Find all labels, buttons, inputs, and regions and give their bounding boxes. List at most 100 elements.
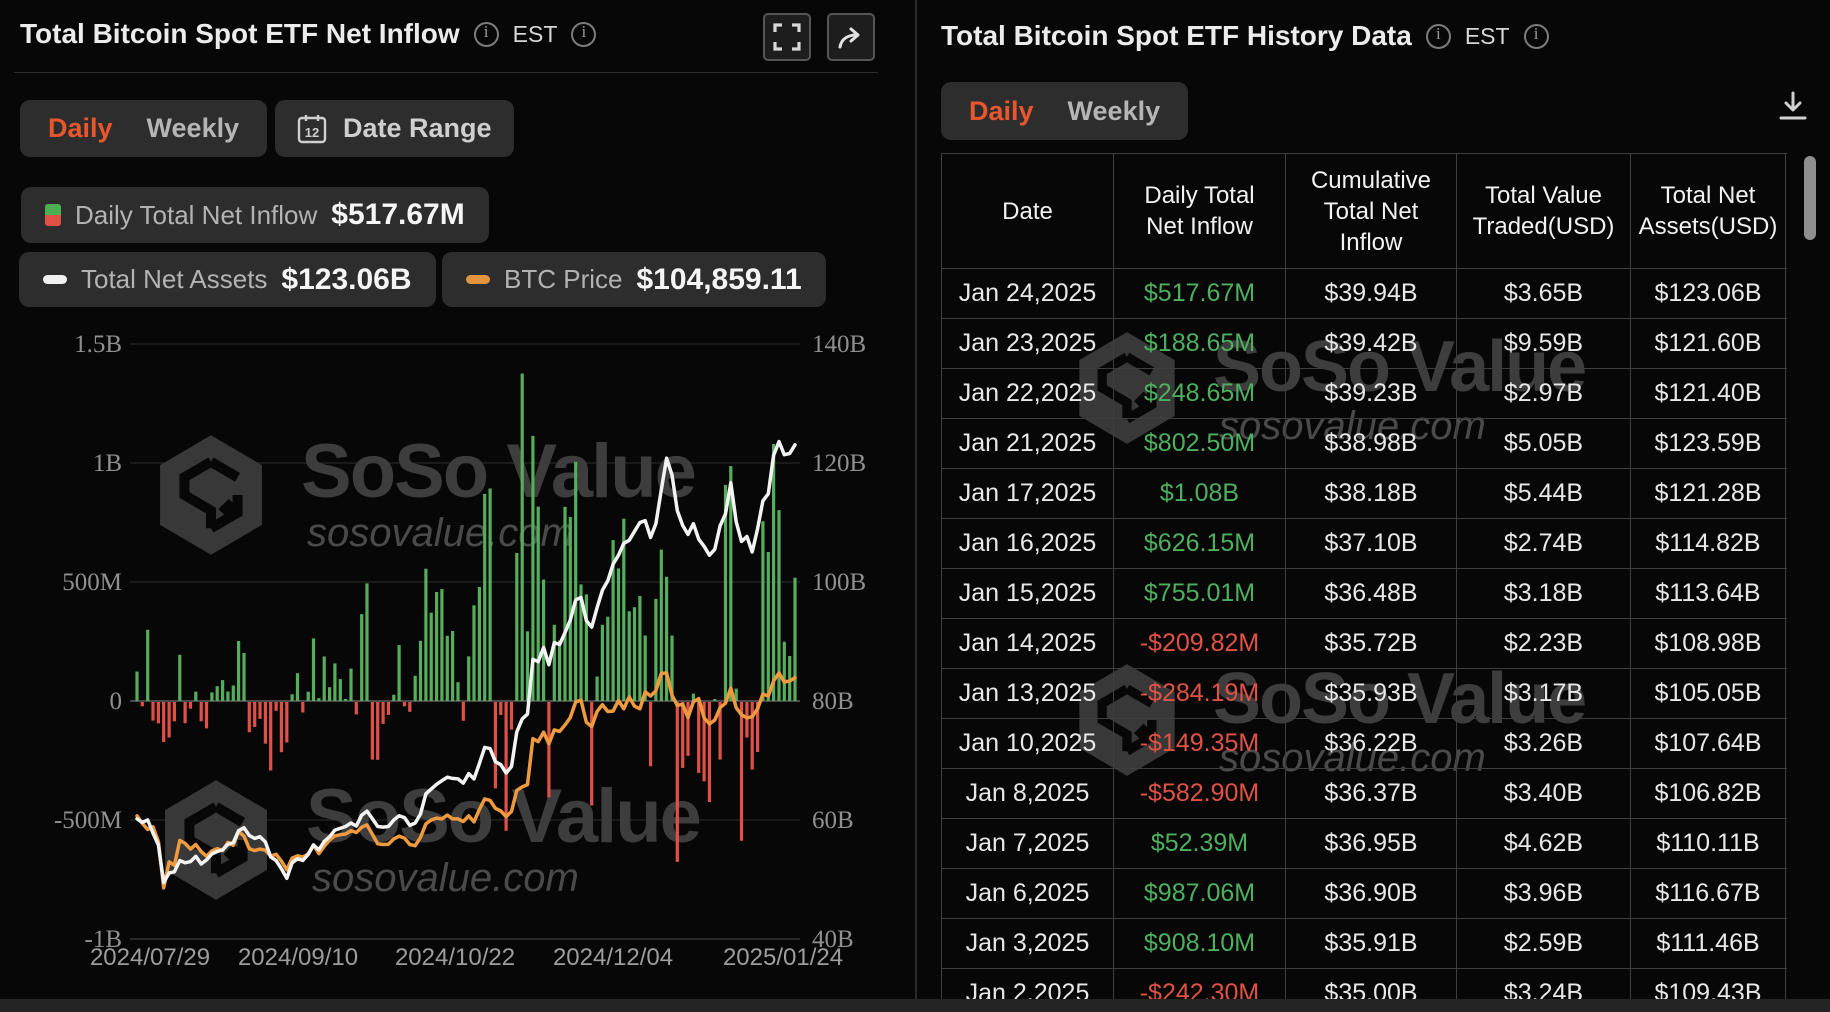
cell-daily-net-inflow: -$284.19M bbox=[1114, 669, 1286, 718]
assets-line-icon bbox=[43, 275, 67, 284]
cell-value-traded: $3.26B bbox=[1457, 719, 1631, 768]
info-icon[interactable] bbox=[1523, 23, 1549, 49]
cell-daily-net-inflow: $802.50M bbox=[1114, 419, 1286, 468]
panel-divider bbox=[915, 0, 917, 1012]
info-icon[interactable] bbox=[473, 21, 499, 47]
svg-text:40B: 40B bbox=[812, 926, 854, 953]
chart-plot-area[interactable] bbox=[130, 300, 800, 940]
cell-net-assets: $114.82B bbox=[1631, 519, 1786, 568]
cell-value-traded: $4.62B bbox=[1457, 819, 1631, 868]
legend-value: $123.06B bbox=[281, 262, 412, 296]
cell-net-assets: $107.64B bbox=[1631, 719, 1786, 768]
svg-text:2024/12/04: 2024/12/04 bbox=[553, 944, 673, 971]
table-row: Jan 21,2025 $802.50M $38.98B $5.05B $123.59B bbox=[941, 419, 1787, 469]
table-header-row: Date Daily Total Net Inflow Cumulative Tot… bbox=[941, 154, 1787, 269]
cell-daily-net-inflow: $188.65M bbox=[1114, 319, 1286, 368]
tab-weekly[interactable]: Weekly bbox=[146, 113, 240, 143]
column-header: Total Net Assets(USD) bbox=[1631, 154, 1786, 268]
cell-cumulative-inflow: $37.10B bbox=[1286, 519, 1457, 568]
column-header: Date bbox=[941, 154, 1114, 268]
download-icon bbox=[1779, 91, 1807, 120]
info-icon[interactable] bbox=[1425, 23, 1451, 49]
cell-net-assets: $111.46B bbox=[1631, 919, 1786, 968]
cell-value-traded: $3.40B bbox=[1457, 769, 1631, 818]
timezone-label: EST bbox=[1464, 22, 1510, 49]
cell-date: Jan 17,2025 bbox=[941, 469, 1114, 518]
legend-label: Daily Total Net Inflow bbox=[75, 199, 318, 230]
chart-interval-toggle: Daily Weekly bbox=[20, 100, 268, 157]
daily-inflow-bars bbox=[135, 373, 797, 862]
svg-text:2024/09/10: 2024/09/10 bbox=[238, 944, 358, 971]
cell-cumulative-inflow: $36.90B bbox=[1286, 869, 1457, 918]
header-divider bbox=[14, 72, 878, 73]
tab-daily[interactable]: Daily bbox=[48, 113, 113, 143]
cell-net-assets: $123.59B bbox=[1631, 419, 1786, 468]
cell-daily-net-inflow: $52.39M bbox=[1114, 819, 1286, 868]
cell-net-assets: $105.05B bbox=[1631, 669, 1786, 718]
cell-value-traded: $3.65B bbox=[1457, 269, 1631, 318]
cell-net-assets: $121.40B bbox=[1631, 369, 1786, 418]
svg-text:1B: 1B bbox=[93, 450, 122, 477]
legend-label: Total Net Assets bbox=[81, 264, 268, 294]
table-scrollbar-thumb[interactable] bbox=[1804, 156, 1816, 240]
cell-date: Jan 21,2025 bbox=[941, 419, 1114, 468]
cell-value-traded: $2.97B bbox=[1457, 369, 1631, 418]
table-row: Jan 3,2025 $908.10M $35.91B $2.59B $111.46B bbox=[941, 919, 1787, 969]
tab-daily[interactable]: Daily bbox=[969, 95, 1034, 126]
svg-text:12: 12 bbox=[305, 125, 319, 140]
date-range-button[interactable]: 12 Date Range bbox=[275, 100, 514, 157]
table-title: Total Bitcoin Spot ETF History Data bbox=[941, 20, 1412, 51]
download-button[interactable] bbox=[1775, 88, 1811, 127]
table-row: Jan 22,2025 $248.65M $39.23B $2.97B $121.40B bbox=[941, 369, 1787, 419]
cell-cumulative-inflow: $35.91B bbox=[1286, 919, 1457, 968]
legend-daily-net-inflow[interactable]: Daily Total Net Inflow $517.67M bbox=[21, 187, 489, 243]
legend-total-net-assets[interactable]: Total Net Assets $123.06B bbox=[19, 252, 436, 307]
info-icon[interactable] bbox=[571, 21, 597, 47]
cell-daily-net-inflow: $248.65M bbox=[1114, 369, 1286, 418]
cell-value-traded: $2.74B bbox=[1457, 519, 1631, 568]
cell-date: Jan 13,2025 bbox=[941, 669, 1114, 718]
inflow-legend-icon bbox=[45, 204, 61, 226]
share-button[interactable] bbox=[827, 13, 875, 61]
cell-daily-net-inflow: -$209.82M bbox=[1114, 619, 1286, 668]
legend-value: $104,859.11 bbox=[636, 262, 802, 296]
cell-daily-net-inflow: -$149.35M bbox=[1114, 719, 1286, 768]
cell-date: Jan 24,2025 bbox=[941, 269, 1114, 318]
fullscreen-icon bbox=[773, 23, 801, 51]
cell-value-traded: $5.05B bbox=[1457, 419, 1631, 468]
fullscreen-button[interactable] bbox=[763, 13, 811, 61]
cell-cumulative-inflow: $39.94B bbox=[1286, 269, 1457, 318]
column-header: Total Value Traded(USD) bbox=[1457, 154, 1631, 268]
cell-cumulative-inflow: $36.37B bbox=[1286, 769, 1457, 818]
svg-text:-1B: -1B bbox=[85, 926, 123, 953]
cell-daily-net-inflow: $987.06M bbox=[1114, 869, 1286, 918]
svg-text:0: 0 bbox=[110, 688, 123, 715]
cell-date: Jan 3,2025 bbox=[941, 919, 1114, 968]
cell-date: Jan 22,2025 bbox=[941, 369, 1114, 418]
svg-text:120B: 120B bbox=[812, 450, 866, 477]
tab-weekly[interactable]: Weekly bbox=[1067, 95, 1161, 126]
legend-label: BTC Price bbox=[504, 264, 623, 294]
cell-value-traded: $3.18B bbox=[1457, 569, 1631, 618]
cell-cumulative-inflow: $35.93B bbox=[1286, 669, 1457, 718]
cell-daily-net-inflow: $755.01M bbox=[1114, 569, 1286, 618]
cell-net-assets: $121.28B bbox=[1631, 469, 1786, 518]
cell-net-assets: $113.64B bbox=[1631, 569, 1786, 618]
table-row: Jan 10,2025 -$149.35M $36.22B $3.26B $107.64… bbox=[941, 719, 1787, 769]
page-title: Total Bitcoin Spot ETF Net Inflow bbox=[20, 18, 460, 49]
table-row: Jan 13,2025 -$284.19M $35.93B $3.17B $105.05… bbox=[941, 669, 1787, 719]
cell-date: Jan 15,2025 bbox=[941, 569, 1114, 618]
column-header: Cumulative Total Net Inflow bbox=[1286, 154, 1457, 268]
calendar-icon: 12 bbox=[297, 114, 327, 143]
legend-btc-price[interactable]: BTC Price $104,859.11 bbox=[442, 252, 826, 307]
table-row: Jan 17,2025 $1.08B $38.18B $5.44B $121.28B bbox=[941, 469, 1787, 519]
svg-text:2024/10/22: 2024/10/22 bbox=[395, 944, 515, 971]
btc-line-icon bbox=[466, 275, 490, 284]
cell-net-assets: $116.67B bbox=[1631, 869, 1786, 918]
net-inflow-chart bbox=[135, 373, 797, 890]
legend-value: $517.67M bbox=[331, 198, 465, 231]
cell-date: Jan 16,2025 bbox=[941, 519, 1114, 568]
svg-text:500M: 500M bbox=[62, 569, 122, 596]
table-row: Jan 14,2025 -$209.82M $35.72B $2.23B $108.98… bbox=[941, 619, 1787, 669]
table-row: Jan 7,2025 $52.39M $36.95B $4.62B $110.11B bbox=[941, 819, 1787, 869]
